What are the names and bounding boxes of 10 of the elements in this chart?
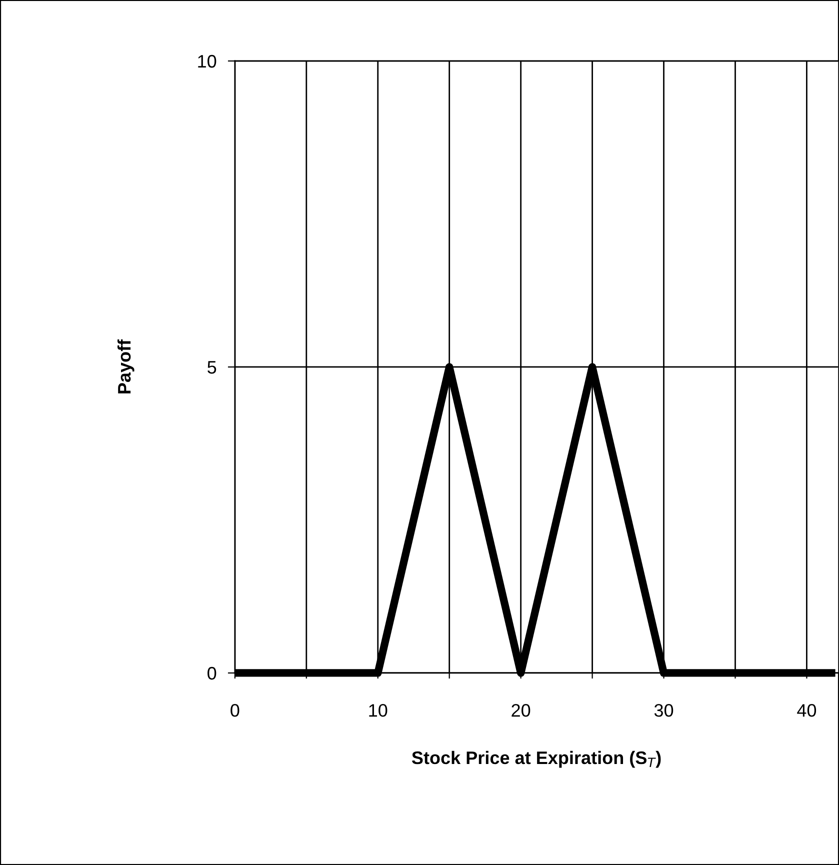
y-tick-label: 10 bbox=[198, 54, 216, 68]
x-tick-label: 20 bbox=[512, 704, 530, 717]
y-tick-label: 5 bbox=[208, 361, 216, 374]
x-axis-title: Stock Price at Expiration (S$_{T}$) bbox=[412, 750, 661, 768]
x-tick-label: 30 bbox=[654, 704, 674, 717]
y-tick-label: 0 bbox=[208, 666, 216, 680]
y-axis-title: Payoff bbox=[117, 339, 134, 394]
x-tick-label: 40 bbox=[797, 704, 816, 717]
x-tick-label: 10 bbox=[369, 704, 388, 717]
x-tick-label: 0 bbox=[230, 704, 240, 717]
